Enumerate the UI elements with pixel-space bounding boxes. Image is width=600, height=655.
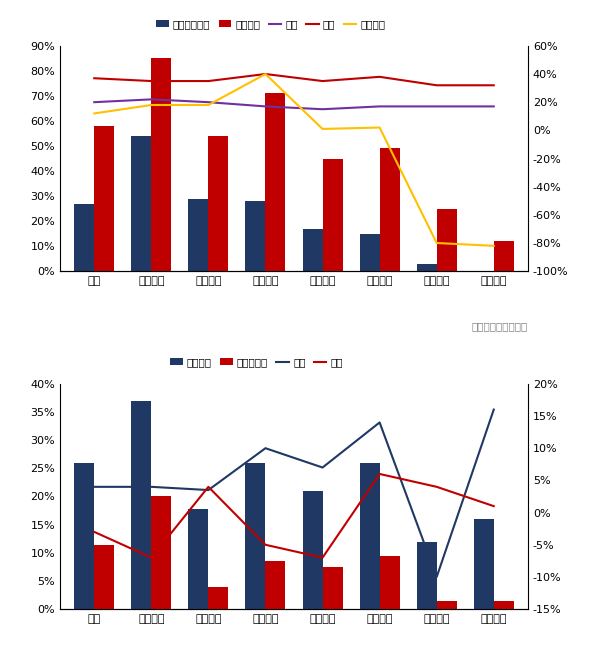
Bar — [380, 149, 400, 271]
Bar — [265, 94, 286, 271]
Bar — [94, 126, 114, 271]
Bar — [359, 234, 380, 271]
Bar — [131, 401, 151, 609]
Bar — [359, 462, 380, 609]
Bar — [302, 491, 323, 609]
Bar — [323, 567, 343, 609]
Bar — [474, 519, 494, 609]
Bar — [437, 208, 457, 271]
Legend: 工地开复工率, 预计下周, 同比, 环比, 预计同比: 工地开复工率, 预计下周, 同比, 环比, 预计同比 — [152, 15, 389, 33]
Bar — [151, 496, 171, 609]
Bar — [208, 136, 229, 271]
Bar — [188, 198, 208, 271]
Bar — [417, 264, 437, 271]
Bar — [494, 241, 514, 271]
Bar — [151, 58, 171, 271]
Legend: 劳务到位, 劳务上岗率, 同比, 同比: 劳务到位, 劳务上岗率, 同比, 同比 — [166, 353, 347, 371]
Bar — [265, 561, 286, 609]
Bar — [302, 229, 323, 271]
Bar — [74, 462, 94, 609]
Bar — [208, 587, 229, 609]
Text: 数据来源：百年建筑: 数据来源：百年建筑 — [472, 321, 528, 331]
Bar — [131, 136, 151, 271]
Bar — [94, 546, 114, 609]
Bar — [245, 462, 265, 609]
Bar — [437, 601, 457, 609]
Bar — [188, 509, 208, 609]
Bar — [380, 555, 400, 609]
Bar — [494, 601, 514, 609]
Bar — [245, 201, 265, 271]
Bar — [323, 159, 343, 271]
Bar — [417, 542, 437, 609]
Bar — [74, 204, 94, 271]
